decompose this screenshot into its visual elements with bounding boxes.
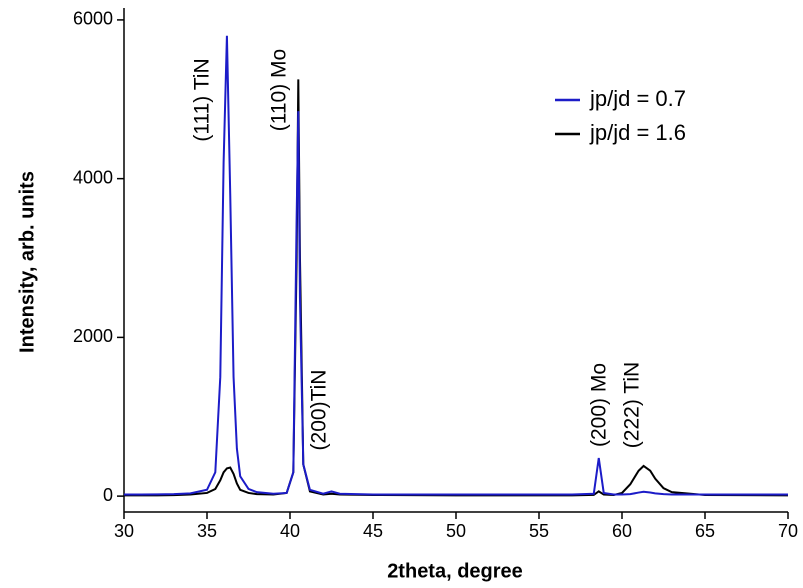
y-tick-label: 0 bbox=[103, 485, 113, 505]
x-tick-label: 60 bbox=[612, 521, 632, 541]
x-tick-label: 65 bbox=[695, 521, 715, 541]
peak-annotation: (200) Mo bbox=[588, 363, 611, 447]
peak-annotation: (111) TiN bbox=[191, 58, 214, 141]
peak-annotation: (200)TiN bbox=[308, 370, 331, 451]
x-tick-label: 35 bbox=[197, 521, 217, 541]
x-tick-label: 70 bbox=[778, 521, 798, 541]
peak-annotation: (222) TiN bbox=[621, 362, 644, 448]
y-tick-label: 4000 bbox=[73, 167, 113, 187]
y-axis-title: Intensity, arb. units bbox=[16, 171, 38, 353]
x-tick-label: 55 bbox=[529, 521, 549, 541]
legend-label: jp/jd = 1.6 bbox=[589, 120, 686, 145]
x-axis-title: 2theta, degree bbox=[387, 560, 523, 582]
peak-annotation: (110) Mo bbox=[268, 49, 291, 131]
series-line bbox=[124, 35, 788, 496]
x-tick-label: 50 bbox=[446, 521, 466, 541]
x-tick-label: 45 bbox=[363, 521, 383, 541]
y-tick-label: 2000 bbox=[73, 326, 113, 346]
x-tick-label: 40 bbox=[280, 521, 300, 541]
y-tick-label: 6000 bbox=[73, 9, 113, 29]
x-tick-label: 30 bbox=[114, 521, 134, 541]
legend-label: jp/jd = 0.7 bbox=[589, 86, 686, 111]
